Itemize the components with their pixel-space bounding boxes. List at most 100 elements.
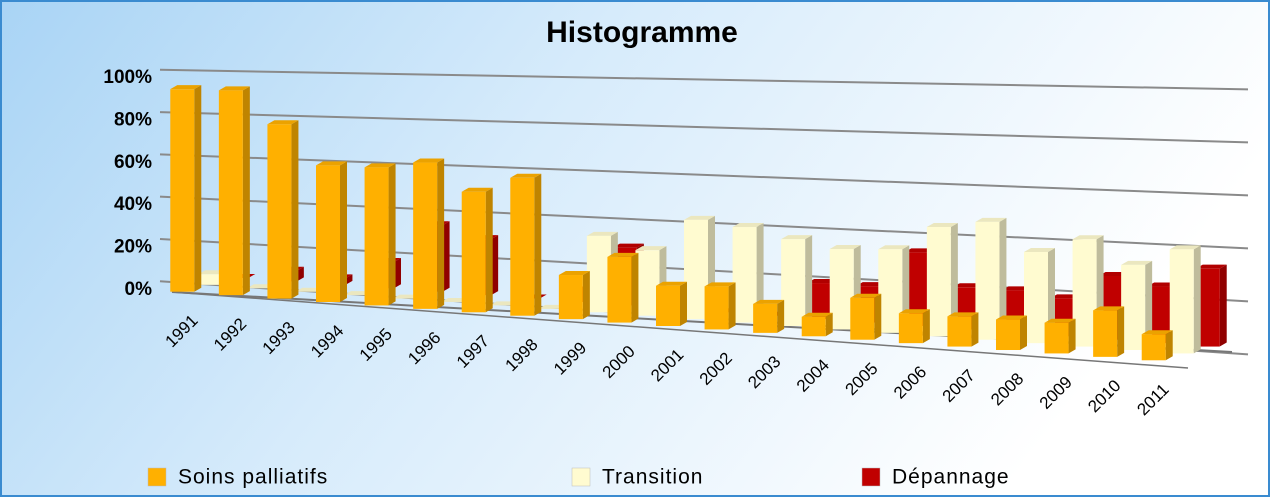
bar-face <box>781 235 813 240</box>
legend-label: Transition <box>602 466 703 489</box>
legend-swatch <box>571 467 591 487</box>
bar <box>635 246 667 316</box>
bar-face <box>267 120 299 125</box>
bar-face <box>684 215 715 220</box>
bar-face <box>388 163 396 306</box>
bar-face <box>485 187 493 313</box>
bar <box>947 312 979 347</box>
grid-line <box>159 68 1249 91</box>
bar-face <box>829 249 854 330</box>
bar-face <box>926 223 958 228</box>
bar-face <box>656 281 687 286</box>
bar-face <box>170 89 195 292</box>
bar-face <box>558 271 590 276</box>
bar <box>218 86 250 296</box>
bar <box>1141 330 1173 361</box>
bar-face <box>680 281 687 326</box>
bar-face <box>753 299 785 304</box>
bar <box>753 299 785 333</box>
bar-face <box>461 191 486 313</box>
bar-face <box>534 173 542 316</box>
bar-face <box>1093 306 1125 311</box>
bar-face <box>1195 264 1227 269</box>
bar-face <box>586 235 611 313</box>
bar-face <box>898 313 923 344</box>
legend-label: Soins palliatifs <box>178 466 328 489</box>
bar <box>316 161 347 302</box>
bar-face <box>170 85 202 90</box>
bar-face <box>607 256 632 323</box>
bar-face <box>999 217 1007 340</box>
bar-face <box>1117 306 1125 357</box>
bar-face <box>194 85 202 292</box>
bar-face <box>394 257 401 289</box>
bar-face <box>684 219 708 320</box>
bar-face <box>704 282 736 287</box>
bar-face <box>316 165 340 302</box>
bar-face <box>1193 245 1201 354</box>
bar-face <box>756 223 764 323</box>
bar-face <box>442 221 450 292</box>
bar-face <box>1169 245 1201 250</box>
bar-face <box>218 90 243 296</box>
bar-face <box>510 177 535 316</box>
bar-face <box>267 124 292 299</box>
bar-face <box>635 250 660 316</box>
bar-face <box>1072 239 1097 347</box>
bar <box>1044 318 1076 354</box>
legend-swatch <box>147 467 167 487</box>
chart-title: Histogramme <box>546 16 738 49</box>
bar-face <box>898 309 930 314</box>
y-tick-label: 80% <box>114 109 152 130</box>
bar <box>898 309 930 344</box>
bar-face <box>631 252 639 323</box>
bar-face <box>1165 330 1173 361</box>
bar-face <box>878 249 903 333</box>
bar-face <box>491 235 499 296</box>
bar-face <box>1044 318 1076 323</box>
bar <box>975 217 1007 340</box>
bar-face <box>850 293 882 298</box>
bar-face <box>364 167 389 306</box>
bar <box>996 315 1027 350</box>
bar-face <box>242 86 250 296</box>
bar <box>656 281 687 326</box>
bar-face <box>878 245 910 250</box>
bar <box>607 252 639 323</box>
bar-face <box>1044 322 1069 354</box>
bar-face <box>950 223 958 337</box>
bar <box>732 223 764 323</box>
bar-face <box>926 227 951 337</box>
bar-face <box>850 297 875 340</box>
bar-face <box>413 158 445 163</box>
bar-face <box>656 285 680 326</box>
bar-face <box>704 286 729 330</box>
bar-face <box>340 161 347 302</box>
legend-swatch <box>861 467 881 487</box>
bar-face <box>753 303 778 333</box>
bar <box>461 187 493 313</box>
bar-face <box>1072 235 1104 240</box>
bar-face <box>345 274 353 285</box>
y-tick-label: 100% <box>103 67 152 88</box>
bar <box>558 271 590 320</box>
bar-face <box>801 316 826 337</box>
bar-face <box>732 223 764 228</box>
y-tick-label: 40% <box>114 194 152 215</box>
bar <box>926 223 958 337</box>
bar-face <box>510 173 542 178</box>
bar-face <box>732 227 757 323</box>
bar-face <box>1020 315 1027 350</box>
bar <box>267 120 299 299</box>
bar-face <box>1169 249 1194 354</box>
bar-face <box>874 293 882 340</box>
bar-face <box>198 274 223 285</box>
bar <box>1121 260 1153 350</box>
bar-face <box>558 275 583 320</box>
bar-face <box>996 315 1027 320</box>
bar-face <box>218 86 250 91</box>
bar-face <box>1093 310 1118 357</box>
bar-face <box>996 319 1020 350</box>
y-tick-label: 20% <box>114 237 152 258</box>
bar-face <box>781 239 806 326</box>
